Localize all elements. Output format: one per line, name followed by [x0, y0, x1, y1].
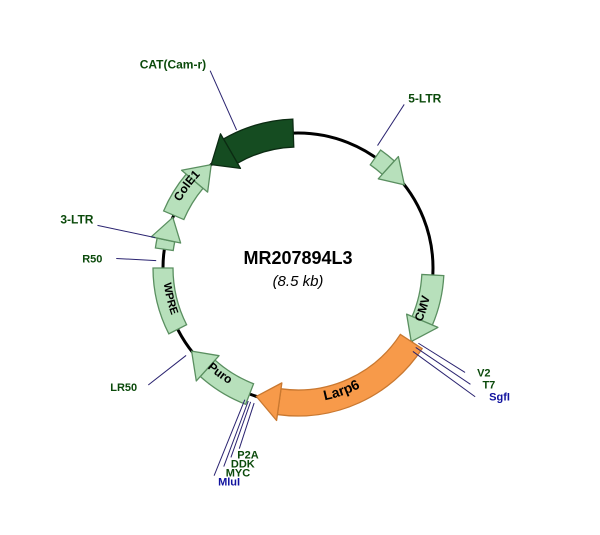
feature-puro: Puro: [192, 351, 254, 404]
feature-cat-cam-r-: CAT(Cam-r): [140, 58, 294, 169]
plasmid-name: MR207894L3: [243, 248, 352, 268]
feature-cole1: ColE1: [164, 165, 212, 220]
site-label: V2: [477, 367, 490, 379]
feature-label: 3-LTR: [60, 212, 93, 226]
site-label: LR50: [110, 382, 137, 394]
feature-5-ltr: 5-LTR: [370, 91, 441, 184]
plasmid-size: (8.5 kb): [273, 273, 324, 290]
site-label: T7: [482, 379, 495, 391]
feature-label: 5-LTR: [408, 91, 441, 105]
site-p2a: P2A: [237, 403, 258, 462]
feature-cmv: CMV: [407, 274, 444, 341]
site-sgfi: SgfI: [413, 351, 510, 403]
feature-3-ltr: 3-LTR: [60, 212, 180, 250]
site-r50: R50: [82, 253, 156, 265]
site-label: SgfI: [489, 392, 510, 404]
site-label: R50: [82, 253, 102, 265]
feature-label: CAT(Cam-r): [140, 58, 206, 72]
plasmid-map: 5-LTR CMVLarp6PuroWPRE 3-LTR ColE1 CAT(Cam-r…: [0, 0, 600, 535]
feature-wpre: WPRE: [153, 268, 187, 334]
site-label: MluI: [218, 477, 240, 489]
site-lr50: LR50: [110, 355, 186, 394]
feature-larp6: Larp6: [256, 334, 422, 420]
